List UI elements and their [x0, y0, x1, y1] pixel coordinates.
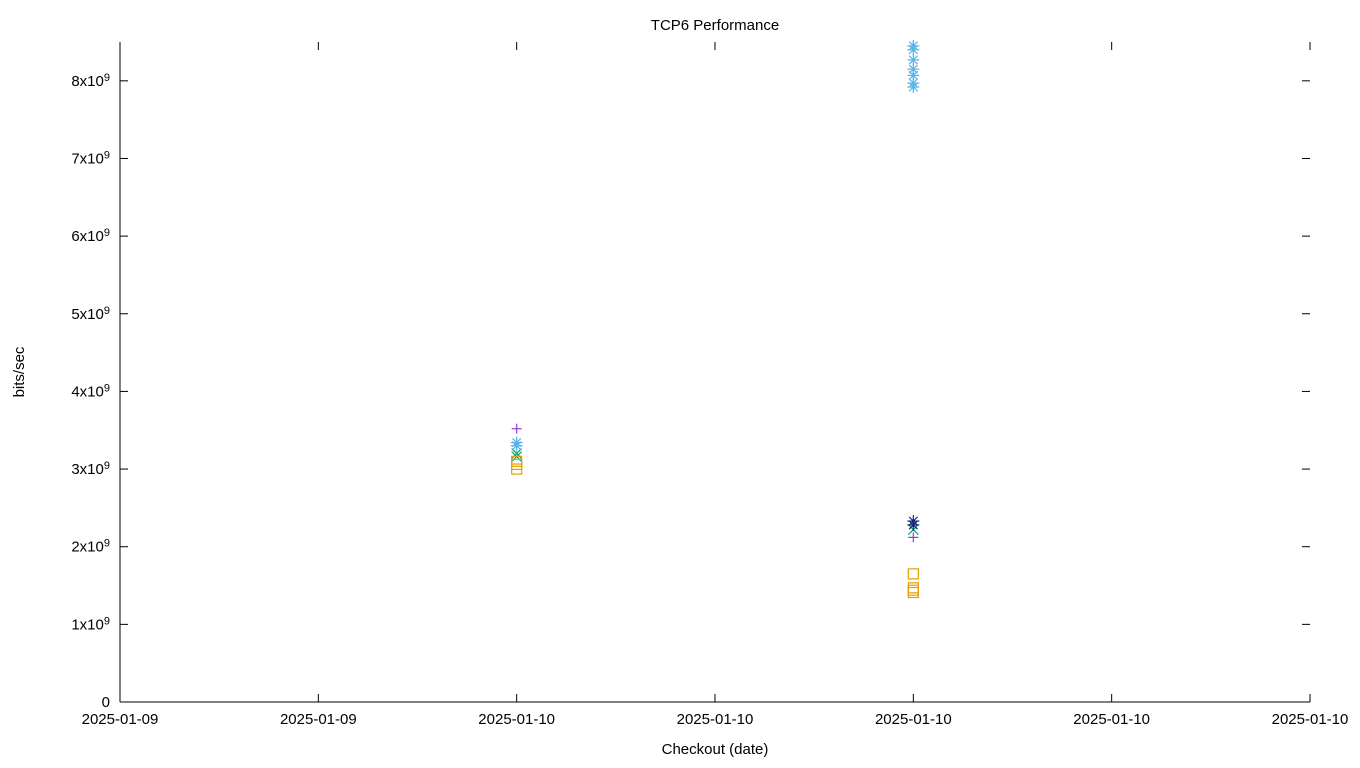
x-tick-label: 2025-01-10 [478, 711, 555, 728]
chart-title: TCP6 Performance [651, 17, 779, 34]
x-tick-label: 2025-01-10 [1073, 711, 1150, 728]
series-skyblue-star [511, 40, 920, 452]
x-tick-label: 2025-01-09 [82, 711, 159, 728]
y-tick-label: 4x109 [71, 382, 110, 400]
x-tick-label: 2025-01-10 [677, 711, 754, 728]
y-tick-label: 1x109 [71, 615, 110, 633]
series-orange-sq [512, 456, 919, 597]
x-tick-label: 2025-01-10 [1272, 711, 1349, 728]
x-tick-label: 2025-01-09 [280, 711, 357, 728]
series-navy-star [907, 515, 919, 531]
x-axis-label: Checkout (date) [662, 741, 769, 758]
y-tick-label: 3x109 [71, 460, 110, 478]
x-tick-label: 2025-01-10 [875, 711, 952, 728]
y-tick-label: 7x109 [71, 149, 110, 167]
tcp6-performance-chart: TCP6 Performance 0 1x109 2x109 3x109 4x109 5x1… [0, 0, 1360, 768]
y-tick-label: 0 [102, 694, 110, 711]
y-tick-label: 6x109 [71, 227, 110, 245]
series-orange-sq-point [908, 569, 918, 579]
series-teal-cross [512, 449, 919, 535]
series-purple-plus [512, 424, 919, 543]
y-tick-label: 2x109 [71, 538, 110, 556]
y-axis-label: bits/sec [11, 346, 28, 397]
y-tick-label: 8x109 [71, 72, 110, 90]
series-purple-plus-point [512, 424, 522, 434]
series-orange-sq-point [908, 585, 918, 595]
y-tick-label: 5x109 [71, 305, 110, 323]
